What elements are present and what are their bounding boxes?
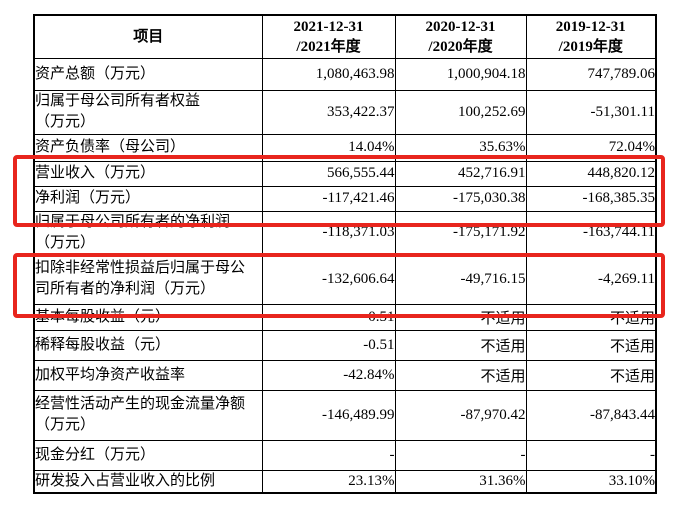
column-header-2021: 2021-12-31 /2021年度	[261, 14, 396, 59]
cell-value-2020: -175,030.38	[394, 185, 527, 212]
row-label-line: 司所有者的净利润（万元）	[35, 281, 216, 297]
row-label-line: （万元）	[35, 417, 96, 433]
period-year: /2020年度	[428, 38, 493, 55]
cell-value-2019: -87,843.44	[525, 389, 657, 441]
row-label-line: 研发投入占营业收入的比例	[35, 472, 216, 489]
row-label: 资产总额（万元）	[33, 57, 263, 91]
row-label: 净利润（万元）	[33, 185, 263, 212]
row-label-line: 稀释每股收益（元）	[35, 336, 171, 353]
table-row-deducted-net-profit: 扣除非经常性损益后归属于母公 司所有者的净利润（万元） -132,606.64 …	[33, 253, 657, 305]
cell-value-2020: 1,000,904.18	[394, 57, 527, 91]
table-row-parent-net-profit: 归属于母公司所有者的净利润 （万元） -118,371.03 -175,171.…	[33, 210, 657, 255]
cell-value-2019: 747,789.06	[525, 57, 657, 91]
row-label-line: 资产总额（万元）	[35, 65, 156, 82]
row-label: 归属于母公司所有者的净利润 （万元）	[33, 210, 263, 255]
table-row-debt-ratio: 资产负债率（母公司） 14.04% 35.63% 72.04%	[33, 133, 657, 162]
cell-value-2021: -132,606.64	[261, 253, 396, 305]
cell-value-2021: -	[261, 439, 396, 471]
period-year: /2019年度	[558, 38, 623, 55]
financial-summary-table: 项目 2021-12-31 /2021年度 2020-12-31 /2020年度…	[33, 14, 657, 494]
cell-value-2021: -117,421.46	[261, 185, 396, 212]
cell-value-2019: 448,820.12	[525, 160, 657, 187]
cell-value-2019: -163,744.11	[525, 210, 657, 255]
row-label-line: 归属于母公司所有者的净利润	[35, 213, 231, 230]
cell-value-2020: -175,171.92	[394, 210, 527, 255]
cell-value-2021: -0.51	[261, 303, 396, 331]
period-date: 2019-12-31	[555, 18, 626, 35]
table-row-diluted-eps: 稀释每股收益（元） -0.51 不适用 不适用	[33, 329, 657, 361]
row-label: 研发投入占营业收入的比例	[33, 469, 263, 494]
period-date: 2020-12-31	[425, 18, 496, 35]
cell-value-2020: -	[394, 439, 527, 471]
cell-value-2019: -51,301.11	[525, 89, 657, 135]
table-header-row: 项目 2021-12-31 /2021年度 2020-12-31 /2020年度…	[33, 14, 657, 59]
cell-value-2020: 不适用	[394, 329, 527, 361]
row-label: 现金分红（万元）	[33, 439, 263, 471]
row-label-line: 扣除非经常性损益后归属于母公	[35, 260, 246, 276]
cell-value-2020: -87,970.42	[394, 389, 527, 441]
cell-value-2019: -	[525, 439, 657, 471]
row-label-line: 归属于母公司所有者权益	[35, 93, 201, 109]
row-label-line: 基本每股收益（元）	[35, 308, 171, 325]
cell-value-2019: 不适用	[525, 359, 657, 391]
cell-value-2021: -42.84%	[261, 359, 396, 391]
period-year: /2021年度	[296, 38, 361, 55]
table-row-weighted-roe: 加权平均净资产收益率 -42.84% 不适用 不适用	[33, 359, 657, 391]
row-label: 稀释每股收益（元）	[33, 329, 263, 361]
cell-value-2020: 不适用	[394, 359, 527, 391]
cell-value-2020: 不适用	[394, 303, 527, 331]
row-label-line: 加权平均净资产收益率	[35, 366, 186, 383]
cell-value-2021: 23.13%	[261, 469, 396, 494]
cell-value-2019: -168,385.35	[525, 185, 657, 212]
row-label-line: 净利润（万元）	[35, 190, 141, 206]
row-label-line: 现金分红（万元）	[35, 446, 156, 463]
column-header-2020: 2020-12-31 /2020年度	[394, 14, 527, 59]
table-row-operating-revenue: 营业收入（万元） 566,555.44 452,716.91 448,820.1…	[33, 160, 657, 187]
cell-value-2021: -0.51	[261, 329, 396, 361]
cell-value-2021: 353,422.37	[261, 89, 396, 135]
row-label: 归属于母公司所有者权益 （万元）	[33, 89, 263, 135]
column-header-item: 项目	[33, 14, 263, 59]
row-label: 基本每股收益（元）	[33, 303, 263, 331]
table-row-total-assets: 资产总额（万元） 1,080,463.98 1,000,904.18 747,7…	[33, 57, 657, 91]
row-label: 加权平均净资产收益率	[33, 359, 263, 391]
cell-value-2019: 33.10%	[525, 469, 657, 494]
row-label-line: 营业收入（万元）	[35, 165, 156, 181]
cell-value-2019: 不适用	[525, 329, 657, 361]
cell-value-2019: -4,269.11	[525, 253, 657, 305]
cell-value-2020: 31.36%	[394, 469, 527, 494]
cell-value-2021: 566,555.44	[261, 160, 396, 187]
row-label: 资产负债率（母公司）	[33, 133, 263, 162]
table-row-cash-dividend: 现金分红（万元） - - -	[33, 439, 657, 471]
row-label-line: 经营性活动产生的现金流量净额	[35, 396, 246, 412]
cell-value-2020: 35.63%	[394, 133, 527, 162]
table-row-basic-eps: 基本每股收益（元） -0.51 不适用 不适用	[33, 303, 657, 331]
table-row-net-profit: 净利润（万元） -117,421.46 -175,030.38 -168,385…	[33, 185, 657, 212]
column-header-2019: 2019-12-31 /2019年度	[525, 14, 657, 59]
cell-value-2020: 452,716.91	[394, 160, 527, 187]
cell-value-2021: 1,080,463.98	[261, 57, 396, 91]
row-label-line: 资产负债率（母公司）	[35, 139, 186, 155]
row-label-line: （万元）	[35, 114, 96, 130]
period-date: 2021-12-31	[293, 18, 364, 35]
cell-value-2021: -118,371.03	[261, 210, 396, 255]
row-label: 经营性活动产生的现金流量净额 （万元）	[33, 389, 263, 441]
cell-value-2021: 14.04%	[261, 133, 396, 162]
cell-value-2019: 不适用	[525, 303, 657, 331]
cell-value-2019: 72.04%	[525, 133, 657, 162]
table-row-operating-cash-flow: 经营性活动产生的现金流量净额 （万元） -146,489.99 -87,970.…	[33, 389, 657, 441]
cell-value-2020: 100,252.69	[394, 89, 527, 135]
row-label-line: （万元）	[35, 234, 96, 251]
cell-value-2021: -146,489.99	[261, 389, 396, 441]
row-label: 营业收入（万元）	[33, 160, 263, 187]
table-row-rd-ratio: 研发投入占营业收入的比例 23.13% 31.36% 33.10%	[33, 469, 657, 494]
cell-value-2020: -49,716.15	[394, 253, 527, 305]
table-row-parent-equity: 归属于母公司所有者权益 （万元） 353,422.37 100,252.69 -…	[33, 89, 657, 135]
row-label: 扣除非经常性损益后归属于母公 司所有者的净利润（万元）	[33, 253, 263, 305]
